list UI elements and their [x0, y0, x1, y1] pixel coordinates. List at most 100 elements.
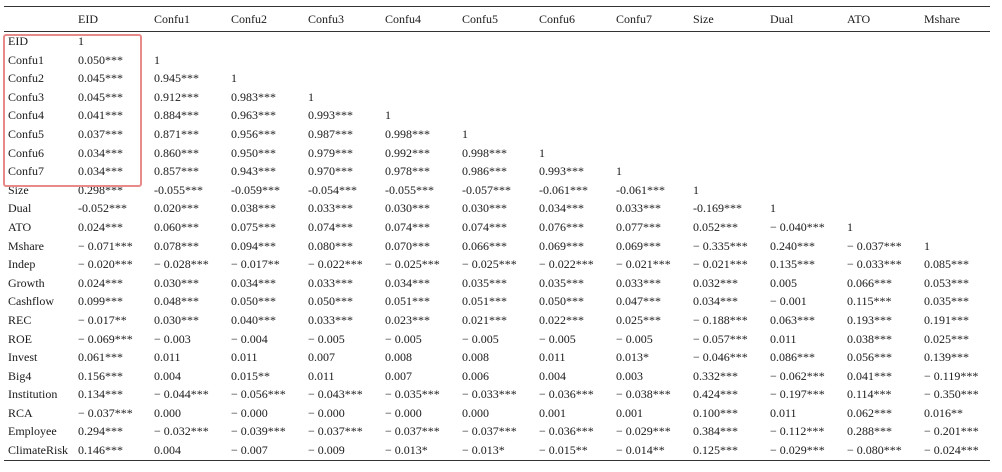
table-cell: − 0.003 — [154, 331, 191, 346]
table-row: Big4 0.156*** 0.004 0.015** 0.011 0.007 0.006 0… — [4, 367, 990, 386]
table-cell: 0.950*** — [231, 145, 276, 160]
table-cell: 0.056*** — [847, 350, 892, 365]
table-cell — [920, 51, 990, 70]
table-cell: 0.004 — [154, 368, 181, 383]
row-label: Confu6 — [8, 145, 44, 160]
table-cell: − 0.005 — [308, 331, 345, 346]
row-label: Indep — [8, 257, 36, 272]
table-cell: 0.992*** — [385, 145, 430, 160]
table-cell: 0.011 — [154, 350, 181, 365]
table-cell — [920, 125, 990, 144]
table-cell — [766, 181, 843, 200]
table-cell: − 0.022*** — [539, 257, 594, 272]
column-header: ATO — [847, 12, 871, 26]
column-header: Confu4 — [385, 12, 421, 26]
table-row: Confu1 0.050*** 1 — [4, 51, 990, 70]
table-cell — [689, 162, 766, 181]
table-cell — [612, 32, 689, 51]
table-cell — [766, 162, 843, 181]
table-cell: − 0.112*** — [770, 424, 825, 439]
table-cell: − 0.188*** — [693, 312, 748, 327]
table-cell: − 0.013* — [462, 443, 505, 458]
table-cell — [458, 32, 535, 51]
table-cell: 0.035*** — [924, 294, 969, 309]
table-cell: 0.008 — [462, 350, 489, 365]
table-cell — [843, 32, 920, 51]
table-cell — [304, 69, 381, 88]
table-row: Mshare − 0.071*** 0.078*** 0.094*** 0.080***… — [4, 237, 990, 256]
table-cell — [766, 32, 843, 51]
table-row: Size 0.298*** -0.055*** -0.059*** -0.054*** -… — [4, 181, 990, 200]
table-cell: 0.094*** — [231, 238, 276, 253]
table-cell: 0.115*** — [847, 294, 892, 309]
table-cell: 0.074*** — [385, 219, 430, 234]
table-cell — [535, 125, 612, 144]
row-label: Size — [8, 182, 29, 197]
table-cell — [920, 199, 990, 218]
table-cell — [843, 144, 920, 163]
table-cell: − 0.201*** — [924, 424, 979, 439]
row-label: ROE — [8, 331, 32, 346]
table-cell: 0.034*** — [78, 164, 123, 179]
table-cell: 0.030*** — [154, 275, 199, 290]
table-cell — [766, 125, 843, 144]
table-cell — [612, 69, 689, 88]
table-cell: − 0.024*** — [924, 443, 979, 458]
table-cell: -0.055*** — [385, 182, 434, 197]
table-cell: − 0.039*** — [231, 424, 286, 439]
table-cell: 0.074*** — [308, 219, 353, 234]
table-cell: 0.943*** — [231, 164, 276, 179]
table-cell — [381, 51, 458, 70]
table-cell: 0.978*** — [385, 164, 430, 179]
table-cell: 0.987*** — [308, 126, 353, 141]
table-cell — [920, 181, 990, 200]
table-cell: 0.857*** — [154, 164, 199, 179]
table-cell: 1 — [462, 126, 468, 141]
table-cell: 0.033*** — [616, 275, 661, 290]
table-cell: 0.001 — [539, 405, 566, 420]
table-cell: -0.054*** — [308, 182, 357, 197]
table-cell — [535, 69, 612, 88]
table-cell — [612, 106, 689, 125]
table-cell — [843, 51, 920, 70]
table-cell: − 0.056*** — [231, 387, 286, 402]
row-label: Dual — [8, 201, 32, 216]
table-cell: 0.060*** — [154, 219, 199, 234]
table-cell — [304, 32, 381, 51]
table-cell: 0.011 — [308, 368, 335, 383]
column-header: Size — [693, 12, 714, 26]
table-cell: 0.074*** — [462, 219, 507, 234]
table-row: Confu2 0.045*** 0.945*** 1 — [4, 69, 990, 88]
table-cell: 1 — [924, 238, 930, 253]
header-corner — [4, 7, 74, 32]
table-cell: 0.000 — [462, 405, 489, 420]
table-row: Confu4 0.041*** 0.884*** 0.963*** 0.993*** 1 — [4, 106, 990, 125]
table-cell: 0.125*** — [693, 443, 738, 458]
table-cell: 0.099*** — [78, 294, 123, 309]
correlation-table: EID Confu1 Confu2 Confu3 Confu4 Confu5 Confu6 C… — [4, 6, 990, 461]
table-cell: − 0.001 — [770, 294, 807, 309]
table-cell — [843, 199, 920, 218]
table-row: Indep − 0.020*** − 0.028*** − 0.017** − 0.02… — [4, 255, 990, 274]
table-cell: 0.085*** — [924, 257, 969, 272]
table-cell — [381, 32, 458, 51]
table-cell: 0.016** — [924, 405, 963, 420]
table-cell: 0.047*** — [616, 294, 661, 309]
table-cell: 0.146*** — [78, 443, 123, 458]
table-cell: 0.011 — [539, 350, 566, 365]
table-cell: 1 — [385, 108, 391, 123]
table-row: Confu6 0.034*** 0.860*** 0.950*** 0.979*** 0.… — [4, 144, 990, 163]
table-cell: 0.013* — [616, 350, 649, 365]
table-cell — [458, 88, 535, 107]
table-cell — [689, 125, 766, 144]
table-cell — [227, 51, 304, 70]
table-cell: 0.045*** — [78, 71, 123, 86]
table-cell: 0.008 — [385, 350, 412, 365]
table-cell: − 0.119*** — [924, 368, 979, 383]
table-cell — [381, 69, 458, 88]
table-row: Dual -0.052*** 0.020*** 0.038*** 0.033*** 0.0… — [4, 199, 990, 218]
table-cell — [920, 106, 990, 125]
table-cell: 0.003 — [616, 368, 643, 383]
table-cell: − 0.022*** — [308, 257, 363, 272]
